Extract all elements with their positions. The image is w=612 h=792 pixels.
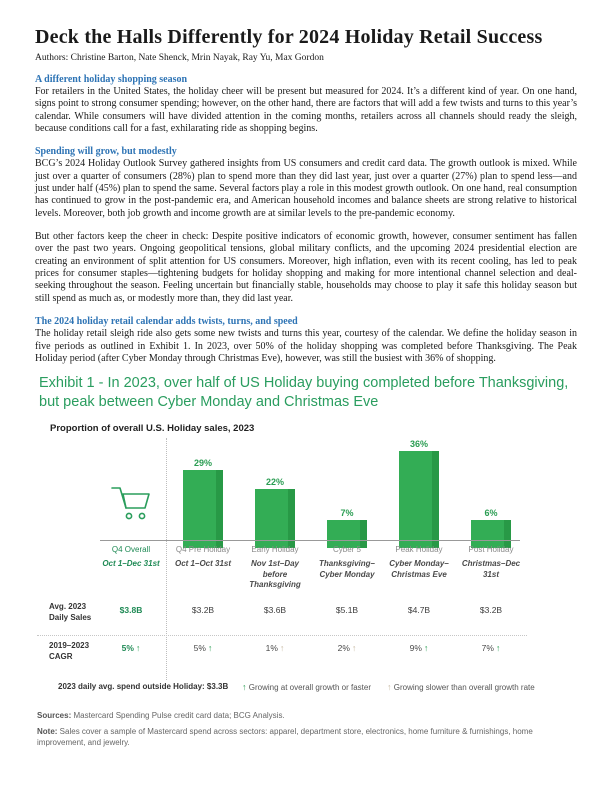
category-label: Q4 Overall <box>111 545 151 555</box>
section-shopping-season: A different holiday shopping season For … <box>35 74 577 135</box>
bar <box>471 520 511 549</box>
bar <box>255 489 295 549</box>
bar-value-label: 22% <box>265 477 284 488</box>
exhibit-title: Exhibit 1 - In 2023, over half of US Hol… <box>39 375 569 411</box>
chart-legend: 2023 daily avg. spend outside Holiday: $… <box>35 682 577 694</box>
body-paragraph: BCG’s 2024 Holiday Outlook Survey gather… <box>35 158 577 219</box>
date-range: Thanksgiving–Cyber Monday <box>318 559 375 579</box>
up-arrow-icon <box>242 682 247 692</box>
up-arrow-icon <box>208 643 213 653</box>
note-label: Note: <box>37 727 58 737</box>
date-range: Nov 1st–Day before Thanksgiving <box>249 559 301 589</box>
bar <box>183 470 223 549</box>
bar-value-label: 36% <box>409 439 428 450</box>
chart-column: 22% <box>239 439 311 549</box>
avg-daily-sales-value: $4.7B <box>407 605 431 616</box>
cagr-value: 5% <box>95 643 167 653</box>
note-footnote: Note: Sales cover a sample of Mastercard… <box>37 727 565 748</box>
legend-growing-slower: Growing slower than overall growth rate <box>385 682 535 692</box>
legend-text: Growing at overall growth or faster <box>248 683 372 693</box>
cagr-number: 5% <box>193 643 206 654</box>
bar-value-label: 7% <box>340 508 354 519</box>
date-range: Oct 1–Oct 31st <box>174 559 232 569</box>
body-paragraph: For retailers in the United States, the … <box>35 86 577 135</box>
legend-growing-faster: Growing at overall growth or faster <box>240 682 371 692</box>
cagr-value: 1% <box>239 643 311 653</box>
avg-daily-sales-value: $3.2B <box>479 605 503 616</box>
up-arrow-icon <box>424 643 429 653</box>
category-label: Post Holiday <box>468 545 514 555</box>
bar-value-label: 6% <box>484 508 498 519</box>
avg-daily-sales-value: $5.1B <box>335 605 359 616</box>
section-heading: A different holiday shopping season <box>35 74 188 85</box>
cagr-number: 1% <box>265 643 278 654</box>
date-range: Oct 1–Dec 31st <box>102 559 160 569</box>
legend-text: Growing slower than overall growth rate <box>393 683 535 693</box>
chart-column: 7% <box>311 439 383 549</box>
exhibit-1: Exhibit 1 - In 2023, over half of US Hol… <box>35 374 577 766</box>
row-separator-dotted-line <box>37 635 527 637</box>
chart-subtitle: Proportion of overall U.S. Holiday sales… <box>50 423 255 435</box>
legend-outside-holiday: 2023 daily avg. spend outside Holiday: $… <box>58 682 229 692</box>
page-title: Deck the Halls Differently for 2024 Holi… <box>35 26 543 48</box>
sources-label: Sources: <box>37 711 72 721</box>
x-axis-line <box>100 540 520 542</box>
chart-column-q4-overall <box>95 439 167 548</box>
bar-value-label: 29% <box>193 458 212 469</box>
chart-column: 6% <box>455 439 527 549</box>
row-label-avg-daily-sales: Avg. 2023 Daily Sales <box>49 602 92 622</box>
date-range: Cyber Monday–Christmas Eve <box>389 559 449 579</box>
cagr-value: 9% <box>383 643 455 653</box>
authors-line: Authors: Christine Barton, Nate Shenck, … <box>35 53 324 63</box>
avg-daily-sales-row: $3.8B $3.2B $3.6B $5.1B $4.7B $3.2B <box>95 605 527 615</box>
shopping-cart-icon <box>108 479 154 530</box>
cagr-value: 7% <box>455 643 527 653</box>
avg-daily-sales-value: $3.6B <box>263 605 287 616</box>
section-heading: Spending will grow, but modestly <box>35 146 177 158</box>
avg-daily-sales-value: $3.2B <box>191 605 215 616</box>
body-paragraph: But other factors keep the cheer in chec… <box>35 231 577 304</box>
category-label-row: Q4 Overall Q4 Pre Holiday Early Holiday … <box>95 545 527 554</box>
note-text: Sales cover a sample of Mastercard spend… <box>37 727 533 747</box>
bar <box>327 520 367 549</box>
up-arrow-icon <box>387 682 392 692</box>
up-arrow-icon <box>136 643 141 653</box>
bar <box>399 451 439 549</box>
sources-footnote: Sources: Mastercard Spending Pulse credi… <box>37 711 565 721</box>
cagr-number: 5% <box>121 643 134 654</box>
cagr-number: 9% <box>409 643 422 654</box>
section-spending-growth: Spending will grow, but modestly BCG’s 2… <box>35 146 577 305</box>
up-arrow-icon <box>352 643 357 653</box>
cagr-number: 2% <box>337 643 350 654</box>
up-arrow-icon <box>496 643 501 653</box>
date-range-row: Oct 1–Dec 31st Oct 1–Oct 31st Nov 1st–Da… <box>95 559 527 590</box>
cagr-number: 7% <box>481 643 494 654</box>
date-range: Christmas–Dec 31st <box>461 559 521 579</box>
avg-daily-sales-value: $3.8B <box>119 605 143 616</box>
section-holiday-calendar: The 2024 holiday retail calendar adds tw… <box>35 316 577 365</box>
category-label: Q4 Pre Holiday <box>175 545 231 555</box>
chart-column: 29% <box>167 439 239 549</box>
chart-column: 36% <box>383 439 455 549</box>
section-heading: The 2024 holiday retail calendar adds tw… <box>35 316 298 328</box>
bar-chart: 29% 22% 7% 36% 6% <box>95 439 527 549</box>
row-label-cagr: 2019–2023 CAGR <box>49 641 90 661</box>
cagr-value: 5% <box>167 643 239 653</box>
category-label: Cyber 5 <box>332 545 361 555</box>
column-separator-dotted-line <box>166 438 167 681</box>
up-arrow-icon <box>280 643 285 653</box>
cagr-value: 2% <box>311 643 383 653</box>
category-label: Peak Holiday <box>395 545 443 555</box>
category-label: Early Holiday <box>251 545 299 555</box>
sources-text: Mastercard Spending Pulse credit card da… <box>71 711 285 721</box>
body-paragraph: The holiday retail sleigh ride also gets… <box>35 328 577 364</box>
cagr-row: 5% 5% 1% 2% 9% 7% <box>95 643 527 653</box>
